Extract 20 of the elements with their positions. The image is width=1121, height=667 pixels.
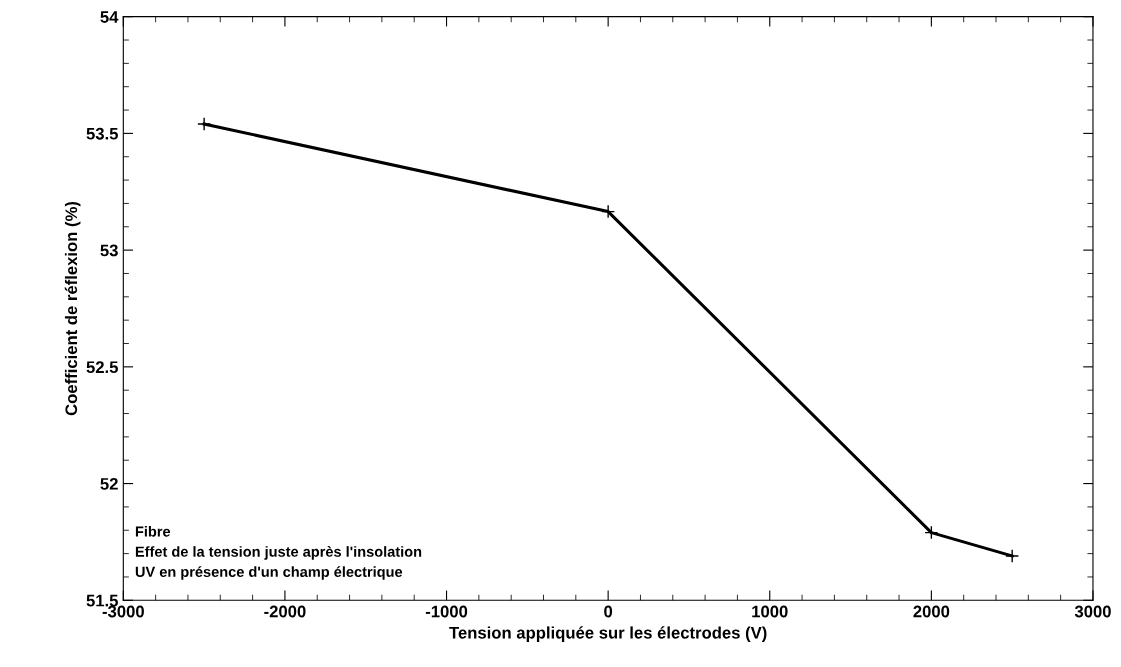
x-tick-label: 0: [604, 605, 613, 618]
y-tick-label: 54: [100, 11, 119, 23]
x-tick-label: -1000: [425, 605, 468, 618]
y-tick-label: 52.5: [86, 361, 118, 374]
point: [1005, 548, 1020, 563]
x-tick-label: -2000: [264, 605, 306, 618]
x-tick-label: 2000: [913, 605, 950, 618]
x-tick-label: 1000: [752, 605, 788, 618]
y-tick-label: 53: [100, 244, 118, 257]
y-tick-label: 51.5: [86, 594, 118, 607]
point: [197, 117, 212, 132]
x-tick-label: -3000: [102, 605, 144, 618]
y-tick-label: 53.5: [86, 127, 118, 140]
x-axis-title: Tension appliquée sur les électrodes (V): [449, 626, 767, 642]
point: [601, 204, 616, 219]
point: [924, 525, 939, 540]
annotation: Fibre Effet de la tension juste après l'insolation UV en présence d'un champ électrique: [135, 526, 422, 580]
y-axis-title: Coefficient de réflexion (%): [64, 201, 81, 416]
x-tick-label: 3000: [1074, 605, 1111, 618]
y-tick-label: 52: [100, 477, 118, 490]
